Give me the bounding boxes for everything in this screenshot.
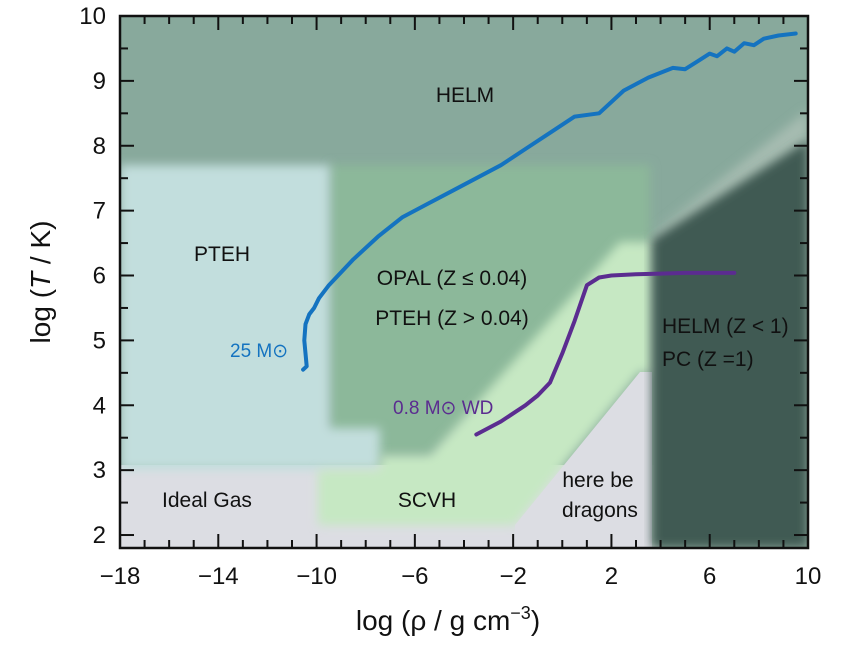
region-pteh (120, 165, 380, 470)
y-axis-title-T: T (25, 270, 56, 289)
y-tick-label: 4 (93, 392, 106, 419)
series-line-1 (474, 270, 737, 437)
series-group (301, 31, 798, 437)
x-tick-label: −14 (198, 563, 239, 590)
label-helm-z: HELM (Z < 1) (662, 315, 789, 338)
y-axis-title-suffix: / K) (25, 221, 56, 272)
x-tick-label: 6 (703, 563, 716, 590)
eos-regions (120, 16, 808, 548)
x-tick-label: 10 (795, 563, 822, 590)
y-axis-title: log (T / K) (25, 221, 56, 344)
label-pteh: PTEH (194, 243, 250, 266)
axis-ticks (119, 15, 809, 548)
label-dragons-2: dragons (562, 499, 638, 522)
y-tick-label: 6 (93, 263, 106, 290)
y-tick-label: 9 (93, 68, 106, 95)
y-tick-label: 3 (93, 457, 106, 484)
x-axis-title: log (ρ / g cm−3) (356, 603, 540, 636)
y-tick-label: 10 (79, 3, 106, 30)
label-helm: HELM (436, 84, 494, 107)
series-label-25msun: 25 M⊙ (230, 341, 288, 362)
y-axis-title-prefix: log ( (25, 288, 56, 343)
x-tick-label: −10 (296, 563, 337, 590)
region-helm-pc (652, 140, 808, 548)
label-pc: PC (Z =1) (662, 348, 754, 371)
y-tick-label: 7 (93, 198, 106, 225)
series-line-0 (301, 31, 798, 372)
label-opal: OPAL (Z ≤ 0.04) (377, 267, 527, 290)
y-tick-label: 5 (93, 327, 106, 354)
y-tick-label: 8 (93, 133, 106, 160)
x-tick-label: 2 (605, 563, 618, 590)
x-tick-label: −2 (499, 563, 526, 590)
x-tick-label: −6 (401, 563, 428, 590)
x-axis-title-main: log (ρ / g cm (356, 605, 510, 636)
region-scvh (318, 242, 652, 525)
axis-tick-labels: −18 −14 −10 −6 −2 2 6 10 2 3 4 5 6 7 8 9 10 (79, 3, 821, 590)
label-ideal-gas: Ideal Gas (162, 489, 252, 512)
region-dragons (515, 372, 652, 548)
label-opal-pteh: PTEH (Z > 0.04) (375, 307, 528, 330)
label-scvh: SCVH (398, 489, 456, 512)
region-opal (330, 165, 650, 455)
y-tick-label: 2 (93, 522, 106, 549)
x-axis-title-exp: −3 (510, 603, 531, 623)
x-axis-title-close: ) (531, 605, 540, 636)
label-dragons-1: here be (562, 469, 633, 492)
x-tick-label: −18 (100, 563, 141, 590)
series-label-wd: 0.8 M⊙ WD (393, 398, 493, 419)
